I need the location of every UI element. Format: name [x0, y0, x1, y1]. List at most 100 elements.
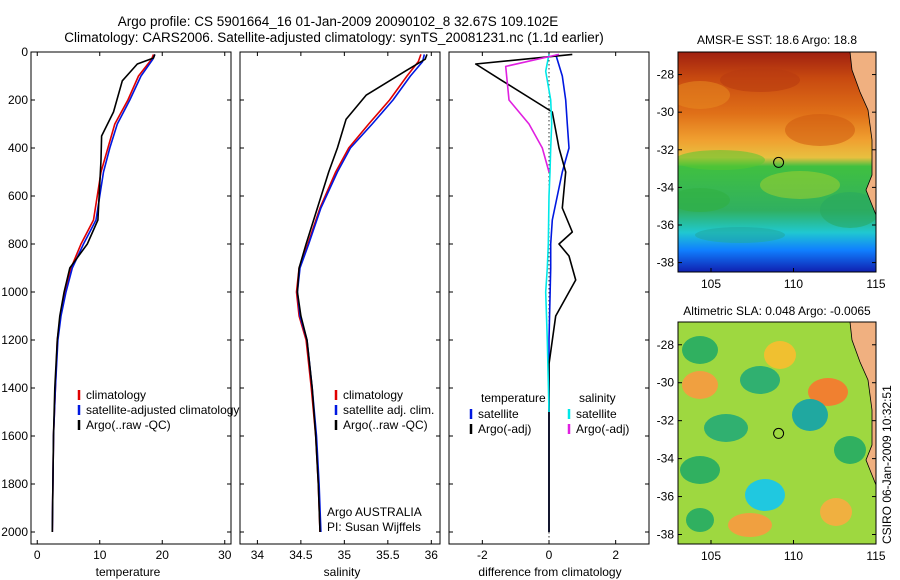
- x-tick-label: 36: [425, 548, 439, 562]
- legend-label: satellite: [576, 407, 617, 421]
- lat-tick-label: -36: [657, 490, 675, 504]
- difference-axis-label: difference from climatology: [478, 565, 621, 579]
- series-line-black: [51, 54, 156, 533]
- legend-label: Argo(-adj): [478, 422, 531, 436]
- legend-label: Argo(..raw -QC): [343, 418, 428, 432]
- lon-tick-label: 110: [784, 277, 803, 291]
- temperature-axes-frame: [30, 51, 232, 545]
- difference-depth-ticks: [449, 51, 649, 533]
- y-tick-label: 1000: [1, 285, 28, 299]
- temperature-lines: [51, 54, 156, 533]
- sla-land: [849, 322, 876, 486]
- legend-label: climatology: [86, 388, 146, 402]
- lat-tick-label: -34: [657, 452, 675, 466]
- legend-label: climatology: [343, 388, 403, 402]
- lat-tick-label: -36: [657, 218, 675, 232]
- legend-label: satellite: [478, 407, 519, 421]
- lat-tick-label: -34: [657, 180, 675, 194]
- x-tick-label: 34.5: [289, 548, 313, 562]
- legend-label: Argo(-adj): [576, 422, 629, 436]
- figure-title-line-2: Climatology: CARS2006. Satellite-adjuste…: [64, 30, 604, 45]
- lat-tick-label: -30: [657, 105, 675, 119]
- lat-tick-label: -30: [657, 376, 675, 390]
- sla-lon-ticks: 105 110 115: [701, 540, 886, 563]
- series-line-black: [296, 54, 428, 533]
- lon-tick-label: 115: [866, 277, 885, 291]
- lat-tick-label: -28: [657, 338, 675, 352]
- argo-location-marker: [773, 156, 785, 168]
- difference-lines: [474, 52, 577, 544]
- lon-tick-label: 105: [701, 277, 721, 291]
- lat-tick-label: -32: [657, 414, 675, 428]
- salinity-depth-ticks: [240, 51, 440, 533]
- sst-map-title: AMSR-E SST: 18.6 Argo: 18.8: [697, 33, 857, 47]
- sla-map-title: Altimetric SLA: 0.048 Argo: -0.0065: [683, 304, 871, 318]
- lat-tick-label: -28: [657, 68, 675, 82]
- y-tick-label: 1800: [1, 477, 28, 491]
- legend-label: satellite-adjusted climatology: [86, 403, 239, 417]
- sst-lon-ticks: 105 110 115: [701, 268, 886, 291]
- x-tick-label: 35: [338, 548, 352, 562]
- y-tick-label: 1600: [1, 429, 28, 443]
- figure-title-line-1: Argo profile: CS 5901664_16 01-Jan-2009 …: [117, 14, 559, 29]
- x-tick-label: 35.5: [376, 548, 400, 562]
- sst-land: [849, 52, 876, 216]
- y-tick-label: 600: [8, 189, 28, 203]
- salinity-axes-frame: [239, 51, 441, 545]
- x-tick-label: 0: [34, 548, 41, 562]
- y-tick-label: 800: [8, 237, 28, 251]
- sst-lat-ticks: -28 -30 -32 -34 -36 -38: [657, 68, 876, 270]
- legend-label: satellite adj. clim.: [343, 403, 434, 417]
- sst-map-frame: [677, 51, 877, 273]
- y-tick-label: 2000: [1, 525, 28, 539]
- difference-legend: temperature salinitysatelliteArgo(-adj)sa…: [469, 391, 629, 436]
- temperature-ticks: 0 10 20 30: [34, 52, 232, 562]
- series-line-black: [474, 53, 577, 532]
- sst-map-panel: AMSR-E SST: 18.6 Argo: 18.8 -28 -30 -32 -34…: [657, 33, 886, 291]
- x-tick-label: 2: [612, 548, 619, 562]
- y-tick-label: 0: [21, 45, 28, 59]
- sla-map-panel: Altimetric SLA: 0.048 Argo: -0.0065: [657, 304, 886, 563]
- depth-ticks: 0 200 400 600 800 1000 1200 1400 1600 1800 2000: [1, 45, 231, 539]
- legend-label: Argo(..raw -QC): [86, 418, 171, 432]
- y-tick-label: 1400: [1, 381, 28, 395]
- x-tick-label: 20: [156, 548, 170, 562]
- x-tick-label: 34: [251, 548, 265, 562]
- lat-tick-label: -38: [657, 528, 675, 542]
- x-tick-label: -2: [477, 548, 488, 562]
- y-tick-label: 200: [8, 93, 28, 107]
- timestamp-label: CSIRO 06-Jan-2009 10:32:51: [880, 385, 894, 544]
- x-tick-label: 30: [218, 548, 232, 562]
- salinity-axis-label: salinity: [324, 565, 361, 579]
- series-line-cyan: [544, 54, 553, 413]
- sla-lat-ticks: -28 -30 -32 -34 -36 -38: [657, 338, 876, 542]
- sst-texture: [678, 68, 876, 243]
- argo-program-annotation: Argo AUSTRALIA: [327, 505, 422, 519]
- legend-header-temperature: temperature: [481, 391, 546, 405]
- pi-annotation: PI: Susan Wijffels: [327, 520, 421, 534]
- lon-tick-label: 105: [701, 549, 721, 563]
- salinity-ticks: 34 34.5 35 35.5 36: [251, 52, 439, 562]
- sla-eddies: [680, 336, 866, 537]
- x-tick-label: 0: [546, 548, 553, 562]
- argo-location-marker: [773, 427, 785, 439]
- legend-header-salinity: salinity: [579, 391, 616, 405]
- lon-tick-label: 115: [866, 549, 885, 563]
- series-line-blue: [548, 54, 570, 532]
- series-line-magenta: [504, 53, 560, 173]
- lat-tick-label: -38: [657, 256, 675, 270]
- lat-tick-label: -32: [657, 143, 675, 157]
- sla-map-frame: [677, 321, 877, 545]
- difference-panel: -2 0 2 temperature salinitysatelliteArgo(-a…: [448, 51, 650, 579]
- lon-tick-label: 110: [784, 549, 803, 563]
- x-tick-label: 10: [93, 548, 107, 562]
- temperature-axis-label: temperature: [96, 565, 161, 579]
- temperature-panel: 0 200 400 600 800 1000 1200 1400 1600 1800 2000 0 1…: [1, 45, 239, 579]
- salinity-lines: [295, 54, 428, 533]
- y-tick-label: 400: [8, 141, 28, 155]
- y-tick-label: 1200: [1, 333, 28, 347]
